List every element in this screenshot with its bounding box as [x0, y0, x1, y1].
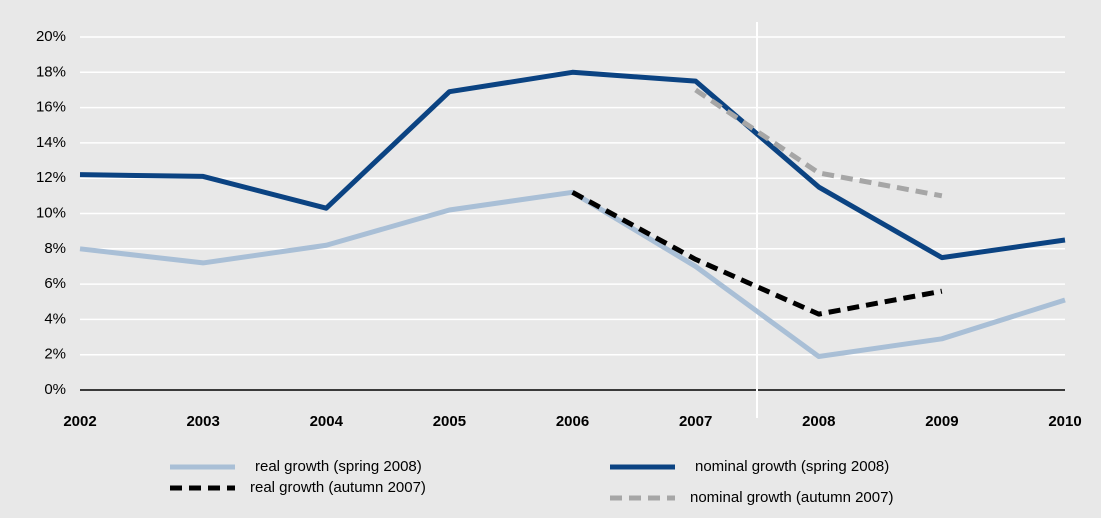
y-tick-label: 2% — [44, 346, 66, 363]
y-tick-label: 16% — [36, 99, 66, 116]
x-tick-label: 2003 — [186, 413, 219, 430]
x-tick-label: 2008 — [802, 413, 835, 430]
y-tick-label: 14% — [36, 134, 66, 151]
y-tick-label: 6% — [44, 275, 66, 292]
legend-label: nominal growth (autumn 2007) — [690, 489, 893, 506]
x-tick-label: 2005 — [433, 413, 466, 430]
x-tick-label: 2007 — [679, 413, 712, 430]
x-tick-label: 2004 — [310, 413, 344, 430]
series-line — [79, 69, 1066, 261]
y-tick-label: 12% — [36, 169, 66, 186]
y-tick-label: 10% — [36, 204, 66, 221]
y-tick-label: 8% — [44, 240, 66, 257]
x-tick-label: 2006 — [556, 413, 589, 430]
legend-label: nominal growth (spring 2008) — [695, 458, 889, 475]
x-tick-label: 2010 — [1048, 413, 1081, 430]
y-tick-label: 18% — [36, 63, 66, 80]
legend-label: real growth (autumn 2007) — [250, 479, 426, 496]
legend-label: real growth (spring 2008) — [255, 458, 422, 475]
plot — [79, 69, 1066, 359]
y-tick-label: 20% — [36, 28, 66, 45]
grid: 0% 2% 4% 6% 8% 10% 12% 14% 16% 18% 20% 2002 2003 2004… — [36, 28, 1082, 430]
y-tick-label: 4% — [44, 310, 66, 327]
series-line — [694, 87, 943, 199]
x-tick-label: 2009 — [925, 413, 958, 430]
y-tick-label: 0% — [44, 381, 66, 398]
x-tick-label: 2002 — [63, 413, 96, 430]
